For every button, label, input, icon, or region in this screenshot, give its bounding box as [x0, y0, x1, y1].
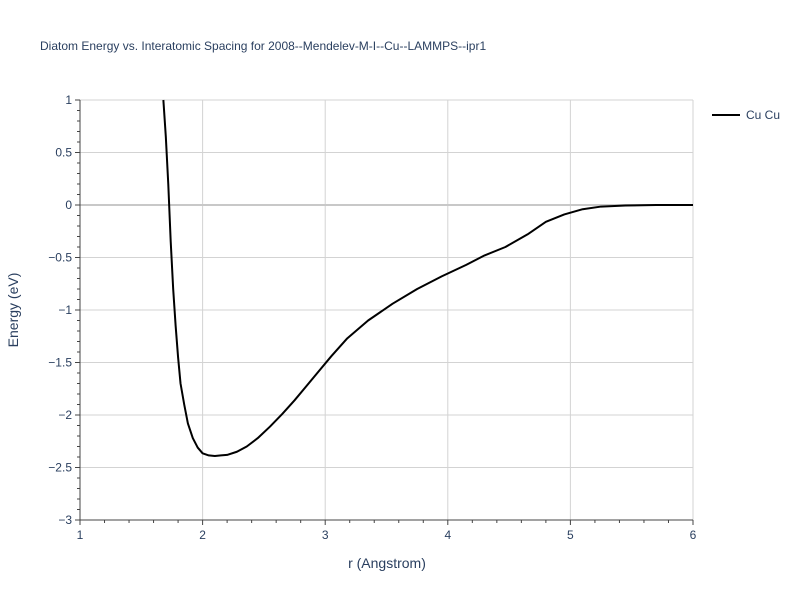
y-tick-label: −1.5: [48, 356, 72, 370]
legend-label-cu-cu: Cu Cu: [746, 108, 780, 122]
grid-lines: [80, 99, 694, 520]
x-tick-label: 5: [567, 528, 574, 542]
y-tick-label: −2.5: [48, 461, 72, 475]
y-tick-label: −0.5: [48, 251, 72, 265]
chart-title: Diatom Energy vs. Interatomic Spacing fo…: [40, 39, 486, 53]
x-tick-label: 3: [322, 528, 329, 542]
x-axis-title: r (Angstrom): [348, 555, 426, 571]
data-series: [162, 99, 693, 457]
x-tick-label: 1: [77, 528, 84, 542]
y-tick-label: 0.5: [55, 146, 72, 160]
y-axis-title: Energy (eV): [5, 273, 21, 348]
tick-labels: 1 2 3 4 5 6 1 0.5 0 −0.5 −1 −1.5 −2 −2.5 −3: [48, 93, 696, 542]
series-line-cu-cu: [162, 99, 693, 457]
legend[interactable]: Cu Cu: [712, 108, 780, 122]
y-tick-label: −3: [58, 513, 72, 527]
axes: [75, 99, 694, 525]
x-tick-label: 2: [199, 528, 206, 542]
y-tick-label: 1: [65, 93, 72, 107]
y-tick-label: −2: [58, 408, 72, 422]
y-tick-label: 0: [65, 198, 72, 212]
y-tick-label: −1: [58, 303, 72, 317]
x-tick-label: 4: [444, 528, 451, 542]
x-tick-label: 6: [690, 528, 697, 542]
